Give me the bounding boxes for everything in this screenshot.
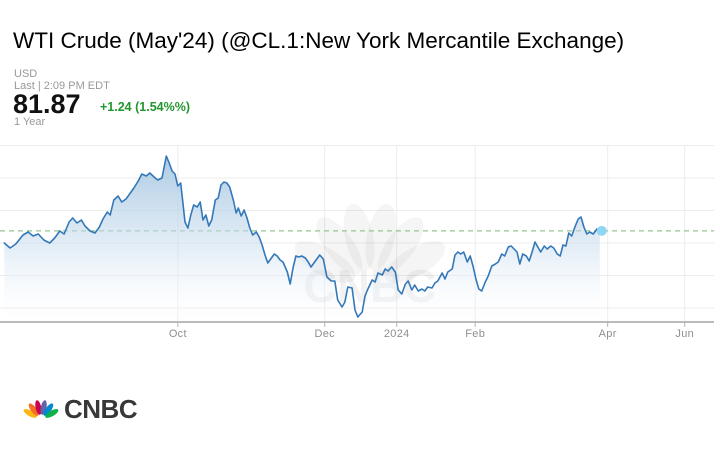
peacock-icon — [23, 400, 59, 418]
cnbc-logo: CNBC — [23, 394, 138, 425]
price-area-fill — [4, 156, 600, 322]
chart-title: WTI Crude (May'24) (@CL.1:New York Merca… — [13, 28, 625, 53]
x-axis-label: Dec — [314, 328, 335, 340]
chart-series-layer: Oct Dec 2024 Feb Apr Jun — [0, 155, 714, 340]
last-timestamp-label: Last | 2:09 PM EDT — [14, 80, 110, 92]
last-price: 81.87 — [13, 89, 81, 119]
price-change: +1.24 (1.54%%) — [100, 100, 190, 114]
time-range-label: 1 Year — [14, 116, 46, 128]
peacock-watermark-icon — [294, 203, 446, 283]
last-price-dot — [596, 225, 607, 236]
x-axis-label: Feb — [465, 328, 485, 340]
cnbc-logo-text: CNBC — [64, 394, 138, 424]
price-line — [3, 155, 601, 318]
currency-label: USD — [14, 68, 38, 80]
x-axis-label: 2024 — [384, 328, 410, 340]
x-axis-label: Apr — [599, 328, 617, 340]
x-axis-label: Oct — [169, 328, 187, 340]
x-axis-label: Jun — [675, 328, 694, 340]
